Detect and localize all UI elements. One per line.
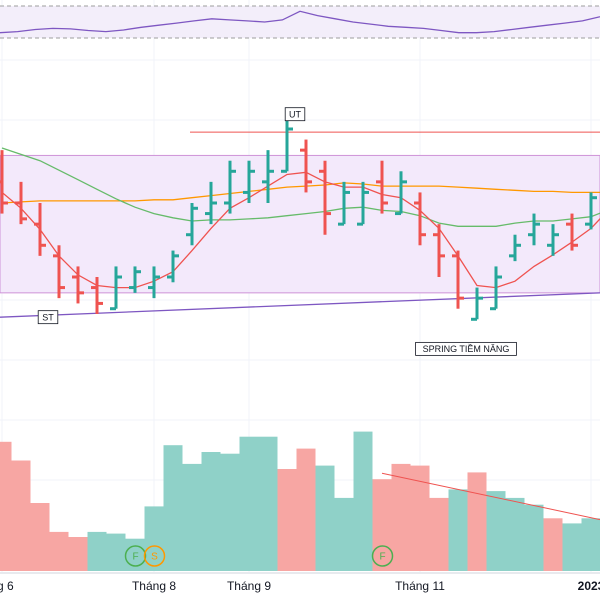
ohlc-bar-up	[528, 213, 540, 246]
annotation-box	[37, 310, 59, 325]
volume-marker-label: F	[379, 552, 385, 563]
ohlc-bar-up	[395, 171, 407, 216]
volume-marker-circle	[124, 545, 147, 567]
volume-bar	[315, 465, 335, 571]
ohlc-bar-up	[167, 250, 179, 283]
volume-bar	[220, 453, 240, 571]
volume-marker: F	[371, 545, 394, 567]
rsi-line	[0, 10, 600, 34]
ohlc-bar-down	[15, 181, 27, 225]
ohlc-bar-down	[53, 245, 65, 299]
volume-bar	[68, 537, 88, 571]
volume-bar	[353, 431, 373, 571]
volume-bar	[0, 441, 12, 571]
volume-bar	[391, 463, 411, 571]
volume-bar	[144, 506, 164, 571]
volume-bar	[296, 448, 316, 571]
annotation-box	[415, 341, 517, 356]
volume-bar	[11, 460, 31, 571]
annotation: ST	[37, 310, 59, 325]
volume-bar	[429, 497, 449, 571]
ohlc-bar-down	[414, 192, 426, 246]
volume-bar	[486, 491, 506, 571]
ohlc-bar-up	[110, 266, 122, 311]
volume-trend-line	[381, 472, 600, 521]
ohlc-bar-down	[0, 150, 8, 214]
ma-mid-line	[1, 147, 600, 227]
x-tick-label: ng 6	[0, 579, 14, 593]
volume-bar	[505, 497, 525, 571]
volume-bar	[410, 465, 430, 571]
annotation-label: UT	[289, 110, 301, 120]
volume-bar	[467, 472, 487, 571]
ohlc-bar-up	[585, 192, 597, 230]
ohlc-bar-up	[148, 266, 160, 299]
ohlc-bar-down	[34, 203, 46, 256]
annotation-label: ST	[42, 312, 54, 322]
volume-bar	[258, 436, 278, 571]
volume-bar	[87, 531, 107, 571]
price-pane: ST UT SPRING TIỀM NĂNG	[0, 107, 600, 356]
ohlc-bar-up	[547, 224, 559, 256]
ohlc-bar-down	[452, 250, 464, 309]
volume-bar	[30, 503, 50, 571]
ohlc-bar-down	[319, 160, 331, 235]
trading-range-box	[0, 154, 600, 294]
ohlc-bar-up	[281, 118, 293, 173]
volume-bar	[163, 445, 183, 571]
ohlc-bar-down	[433, 224, 445, 277]
ohlc-bar-up	[205, 181, 217, 225]
ohlc-bar-up	[243, 160, 255, 203]
volume-bar	[182, 463, 202, 571]
ohlc-bar-up	[357, 181, 369, 226]
volume-bar	[201, 452, 221, 571]
annotation: SPRING TIỀM NĂNG	[415, 341, 517, 356]
volume-marker: S	[143, 545, 166, 567]
x-tick-label: Tháng 9	[227, 579, 271, 593]
ohlc-bar-up	[129, 266, 141, 293]
ohlc-bar-up	[509, 234, 521, 262]
ohlc-bar-up	[471, 287, 483, 321]
ohlc-bar-up	[490, 266, 502, 311]
ohlc-bar-down	[300, 139, 312, 193]
volume-bar	[239, 436, 259, 571]
volume-bar	[581, 518, 600, 571]
volume-marker-circle	[143, 545, 166, 567]
volume-marker-circle	[371, 545, 394, 567]
x-tick-label: Tháng 8	[132, 579, 176, 593]
volume-bar	[106, 533, 126, 571]
ohlc-bar-up	[186, 203, 198, 246]
ohlc-bar-down	[91, 277, 103, 314]
volume-bar	[334, 497, 354, 571]
x-tick-label: Tháng 11	[395, 579, 445, 593]
ohlc-bar-down	[72, 266, 84, 304]
support-line	[0, 292, 600, 318]
x-tick-label: 2023	[578, 579, 600, 593]
ohlc-bar-up	[262, 150, 274, 203]
rsi-pane	[0, 5, 600, 39]
volume-bar	[524, 504, 544, 571]
volume-bar	[49, 531, 69, 571]
ohlc-bar-down	[376, 160, 388, 214]
volume-bar	[543, 518, 563, 571]
volume-bar	[277, 469, 297, 571]
ohlc-bar-up	[338, 181, 350, 226]
ohlc-bar-down	[566, 213, 578, 251]
volume-bar	[448, 489, 468, 571]
annotation: UT	[284, 107, 306, 122]
volume-marker-label: F	[132, 552, 138, 563]
volume-marker-label: S	[151, 552, 158, 563]
annotation-label: SPRING TIỀM NĂNG	[423, 344, 510, 354]
time-axis: ng 6 Tháng 8 Tháng 9 Tháng 11 2023	[0, 572, 600, 593]
ohlc-bar-up	[224, 160, 236, 214]
volume-bar	[562, 523, 582, 571]
annotation-box	[284, 107, 306, 122]
volume-marker: F	[124, 545, 147, 567]
